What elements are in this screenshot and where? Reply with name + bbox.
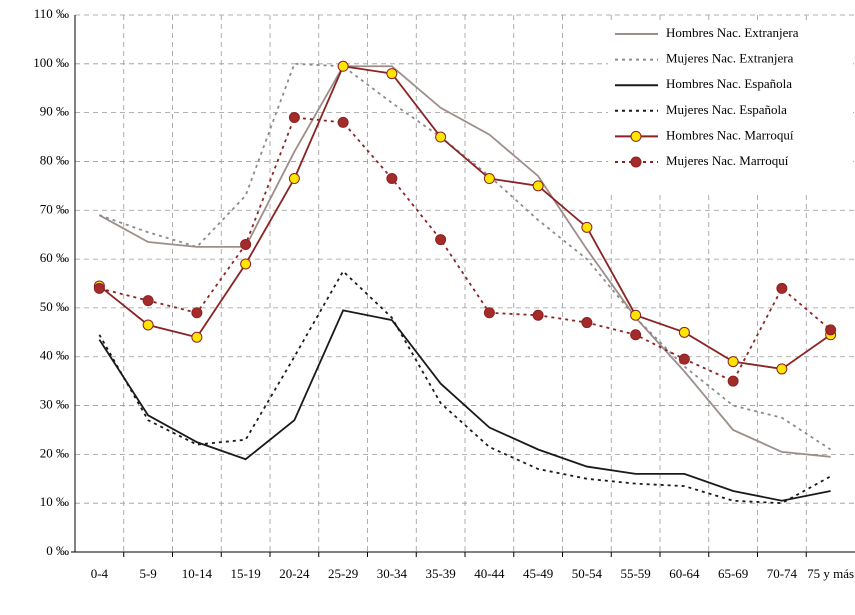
y-tick-label: 20 ‰ [40, 445, 69, 460]
y-tick-label: 90 ‰ [40, 104, 69, 119]
y-tick-label: 0 ‰ [46, 543, 69, 558]
legend-label: Mujeres Nac. Española [666, 102, 787, 117]
point [337, 116, 349, 128]
x-tick-label: 25-29 [327, 566, 359, 581]
x-tick-label: 65-69 [717, 566, 749, 581]
point [191, 331, 203, 343]
x-tick-label-box: 45-49 [522, 566, 554, 581]
x-tick-label: 20-24 [279, 566, 310, 581]
point [142, 319, 154, 331]
x-tick-label: 15-19 [230, 566, 261, 581]
x-tick-label-box: 40-44 [474, 566, 505, 581]
legend-label: Mujeres Nac. Extranjera [666, 51, 794, 66]
point [142, 295, 154, 307]
point [386, 68, 398, 80]
point [386, 173, 398, 185]
y-tick-label: 30 ‰ [40, 397, 69, 412]
series-line [98, 65, 831, 458]
x-tick-label-box: 70-74 [766, 566, 798, 581]
point [483, 307, 495, 319]
x-tick-label: 60-64 [669, 566, 700, 581]
point [337, 60, 349, 72]
y-tick-label: 100 ‰ [33, 55, 69, 70]
y-tick-label: 110 ‰ [34, 6, 69, 21]
point [581, 317, 593, 329]
legend-label: Hombres Nac. Extranjera [666, 25, 799, 40]
x-tick-label-box: 20-24 [279, 566, 310, 581]
legend-marker [630, 130, 642, 142]
point [630, 309, 642, 321]
series-line [99, 116, 832, 383]
x-tick-label: 55-59 [620, 566, 651, 581]
x-tick-label-box: 0-4 [90, 566, 109, 581]
x-tick-label-box: 15-19 [230, 566, 261, 581]
legend-label: Hombres Nac. Marroquí [666, 127, 794, 142]
legend-label: Hombres Nac. Española [666, 76, 792, 91]
point [435, 131, 447, 143]
point [678, 353, 690, 365]
y-tick-label: 10 ‰ [40, 494, 69, 509]
point [776, 363, 788, 375]
point [483, 173, 495, 185]
y-tick-label: 60 ‰ [40, 250, 69, 265]
x-tick-label: 0-4 [90, 566, 109, 581]
point [825, 324, 837, 336]
x-tick-label: 70-74 [766, 566, 798, 581]
point [93, 282, 105, 294]
point [630, 329, 642, 341]
x-tick-label: 30-34 [376, 566, 408, 581]
x-tick-label: 50-54 [571, 566, 603, 581]
series-line [98, 269, 832, 505]
y-tick-label: 80 ‰ [40, 152, 69, 167]
x-tick-label: 35-39 [425, 566, 456, 581]
point [776, 282, 788, 294]
point [288, 173, 300, 185]
x-tick-label-box: 10-14 [181, 566, 213, 581]
series-line [98, 65, 832, 370]
x-tick-label: 40-44 [474, 566, 505, 581]
x-tick-label-box: 55-59 [620, 566, 651, 581]
x-tick-label-box: 60-64 [669, 566, 700, 581]
legend-box [608, 20, 853, 192]
point [532, 180, 544, 192]
point [727, 356, 739, 368]
point [727, 375, 739, 387]
y-tick-label: 40 ‰ [40, 348, 69, 363]
x-tick-label-box: 35-39 [425, 566, 456, 581]
point [678, 326, 690, 338]
point [435, 234, 447, 246]
point [288, 112, 300, 124]
legend-marker [630, 156, 642, 168]
point [581, 221, 593, 233]
point [240, 238, 252, 250]
point [191, 307, 203, 319]
x-tick-label: 75 y más [807, 566, 855, 581]
series-line [98, 309, 831, 502]
x-tick-label-box: 50-54 [571, 566, 603, 581]
y-tick-label: 70 ‰ [40, 201, 69, 216]
x-tick-label: 5-9 [139, 566, 157, 581]
x-tick-label: 10-14 [181, 566, 213, 581]
x-tick-label-box: 30-34 [376, 566, 408, 581]
x-tick-label-box: 75 y más [807, 566, 855, 581]
legend-label: Mujeres Nac. Marroquí [666, 153, 789, 168]
x-tick-label-box: 25-29 [327, 566, 359, 581]
point [240, 258, 252, 270]
y-tick-label: 50 ‰ [40, 299, 69, 314]
x-tick-label: 45-49 [522, 566, 554, 581]
point [532, 309, 544, 321]
x-tick-label-box: 5-9 [139, 566, 157, 581]
x-tick-label-box: 65-69 [717, 566, 749, 581]
